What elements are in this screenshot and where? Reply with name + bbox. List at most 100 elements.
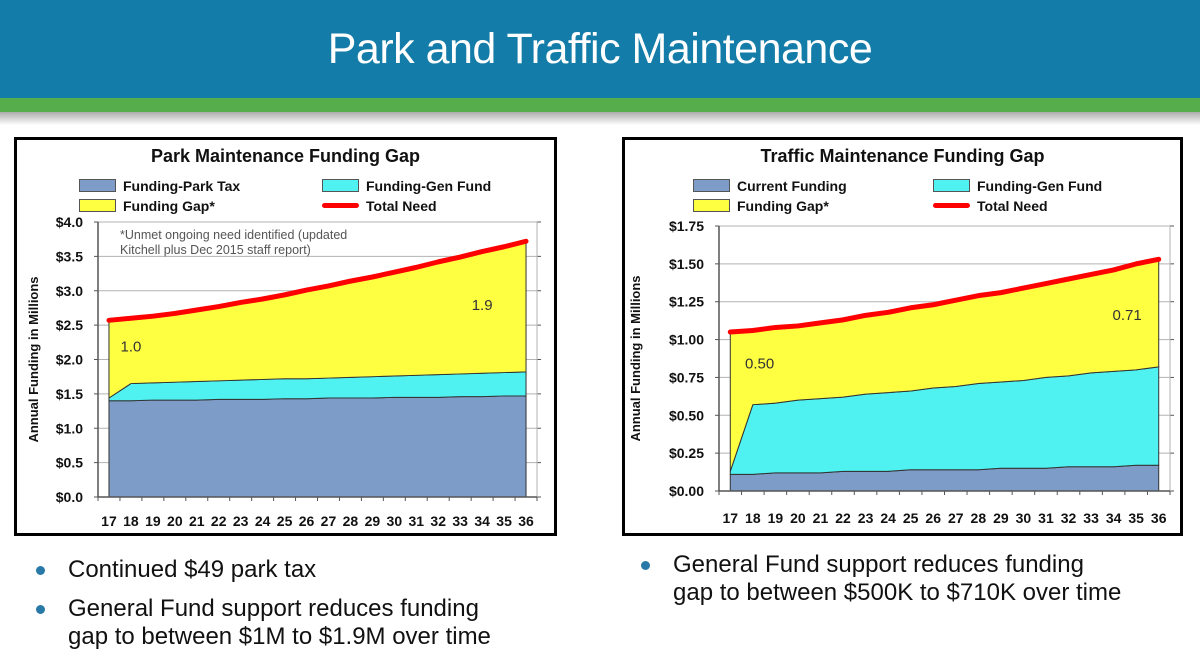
bullet-park-funding-gap: General Fund support reduces funding gap… <box>36 595 491 651</box>
svg-text:30: 30 <box>387 513 403 529</box>
svg-text:Annual Funding in Millions: Annual Funding in Millions <box>628 275 643 441</box>
svg-text:32: 32 <box>1061 510 1077 526</box>
legend-label: Funding-Gen Fund <box>977 177 1103 194</box>
svg-text:23: 23 <box>233 513 249 529</box>
svg-text:28: 28 <box>971 510 987 526</box>
svg-text:$1.5: $1.5 <box>56 386 83 402</box>
svg-text:22: 22 <box>211 513 227 529</box>
header-accent-shadow <box>0 112 1200 125</box>
svg-text:25: 25 <box>903 510 919 526</box>
svg-text:0.71: 0.71 <box>1113 307 1142 324</box>
funding-park-tax-swatch <box>79 179 116 192</box>
bullet-dot-icon <box>36 566 45 575</box>
svg-text:$3.0: $3.0 <box>56 283 83 299</box>
park-maintenance-plot: $0.0 $0.5 $1.0 $1.5 $2.0 $2.5 $3.0 $3.5 $4.0 17 18… <box>26 214 541 529</box>
svg-text:18: 18 <box>123 513 139 529</box>
svg-text:35: 35 <box>1128 510 1144 526</box>
chart-title: Park Maintenance Funding Gap <box>150 146 421 166</box>
svg-text:20: 20 <box>790 510 806 526</box>
legend-label: Funding Gap* <box>737 197 829 214</box>
legend-item-funding-gen-fund: Funding-Gen Fund <box>933 176 1102 195</box>
svg-text:29: 29 <box>993 510 1009 526</box>
current-funding-swatch <box>693 179 730 192</box>
svg-text:33: 33 <box>452 513 468 529</box>
chart-footnote: *Unmet ongoing need identified (updated … <box>120 228 348 257</box>
svg-text:$1.0: $1.0 <box>56 420 83 436</box>
bullet-line: General Fund support reduces funding <box>68 595 479 622</box>
total-need-line-swatch <box>933 203 970 208</box>
funding-gap-swatch <box>79 199 116 212</box>
svg-text:20: 20 <box>167 513 183 529</box>
svg-text:36: 36 <box>518 513 534 529</box>
bullet-dot-icon <box>641 561 650 570</box>
legend-label: Total Need <box>366 197 437 214</box>
svg-text:$1.00: $1.00 <box>669 332 704 348</box>
svg-text:21: 21 <box>189 513 205 529</box>
slide-header: Park and Traffic Maintenance <box>0 0 1200 98</box>
svg-text:$0.75: $0.75 <box>669 369 704 385</box>
svg-text:1.0: 1.0 <box>120 338 141 355</box>
bullet-line: Continued $49 park tax <box>68 556 317 583</box>
bullet-text: General Fund support reduces funding gap… <box>68 595 491 651</box>
svg-text:24: 24 <box>880 510 896 526</box>
svg-text:21: 21 <box>813 510 829 526</box>
svg-text:17: 17 <box>101 513 117 529</box>
bullet-traffic-funding-gap: General Fund support reduces funding gap… <box>641 551 1121 607</box>
page-title: Park and Traffic Maintenance <box>327 24 873 73</box>
legend-item-funding-park-tax: Funding-Park Tax <box>79 176 322 195</box>
svg-text:19: 19 <box>145 513 161 529</box>
svg-text:26: 26 <box>299 513 315 529</box>
svg-text:30: 30 <box>1016 510 1032 526</box>
legend-label: Funding-Gen Fund <box>366 177 492 194</box>
svg-text:$2.0: $2.0 <box>56 352 83 368</box>
svg-text:34: 34 <box>1106 510 1122 526</box>
svg-text:$0.0: $0.0 <box>56 489 83 505</box>
bullet-park-tax: Continued $49 park tax <box>36 556 491 584</box>
bullet-line: gap to between $1M to $1.9M over time <box>68 623 491 650</box>
total-need-line-swatch <box>322 203 359 208</box>
legend-item-total-need: Total Need <box>933 196 1102 215</box>
svg-text:$0.50: $0.50 <box>669 407 704 423</box>
svg-text:35: 35 <box>496 513 512 529</box>
svg-text:24: 24 <box>255 513 271 529</box>
svg-text:27: 27 <box>321 513 337 529</box>
funding-gen-fund-swatch <box>933 179 970 192</box>
legend-item-funding-gap: Funding Gap* <box>693 196 933 215</box>
svg-text:$1.75: $1.75 <box>669 218 704 234</box>
left-bullet-list: Continued $49 park tax General Fund supp… <box>36 556 491 659</box>
svg-text:27: 27 <box>948 510 964 526</box>
traffic-maintenance-chart: Traffic Maintenance Funding Gap Current … <box>622 137 1183 536</box>
chart-title: Traffic Maintenance Funding Gap <box>760 146 1045 166</box>
funding-gen-fund-swatch <box>322 179 359 192</box>
traffic-maintenance-plot: $0.00 $0.25 $0.50 $0.75 $1.00 $1.25 $1.50 $1.75… <box>628 218 1174 526</box>
legend-item-funding-gen-fund: Funding-Gen Fund <box>322 176 491 195</box>
svg-text:1.9: 1.9 <box>472 297 493 314</box>
svg-text:18: 18 <box>745 510 761 526</box>
park-maintenance-chart: Park Maintenance Funding Gap Funding-Par… <box>14 137 557 536</box>
svg-text:33: 33 <box>1083 510 1099 526</box>
svg-text:0.50: 0.50 <box>745 355 774 372</box>
svg-text:36: 36 <box>1151 510 1167 526</box>
svg-text:17: 17 <box>722 510 738 526</box>
svg-text:28: 28 <box>343 513 359 529</box>
bullet-text: Continued $49 park tax <box>68 556 316 584</box>
svg-text:26: 26 <box>925 510 941 526</box>
svg-text:31: 31 <box>408 513 424 529</box>
svg-text:31: 31 <box>1038 510 1054 526</box>
header-accent-bar <box>0 98 1200 112</box>
svg-text:25: 25 <box>277 513 293 529</box>
legend-item-total-need: Total Need <box>322 196 491 215</box>
funding-gap-swatch <box>693 199 730 212</box>
bullet-line: gap to between $500K to $710K over time <box>673 579 1122 606</box>
svg-text:$1.50: $1.50 <box>669 256 704 272</box>
right-bullet-list: General Fund support reduces funding gap… <box>641 551 1121 618</box>
svg-text:19: 19 <box>768 510 784 526</box>
legend-item-current-funding: Current Funding <box>693 176 933 195</box>
svg-text:$0.25: $0.25 <box>669 445 704 461</box>
legend-label: Current Funding <box>737 177 847 194</box>
svg-text:$2.5: $2.5 <box>56 317 83 333</box>
svg-text:$0.00: $0.00 <box>669 483 704 499</box>
chart-legend: Current Funding Funding-Gen Fund Funding… <box>693 176 1102 215</box>
svg-text:32: 32 <box>430 513 446 529</box>
